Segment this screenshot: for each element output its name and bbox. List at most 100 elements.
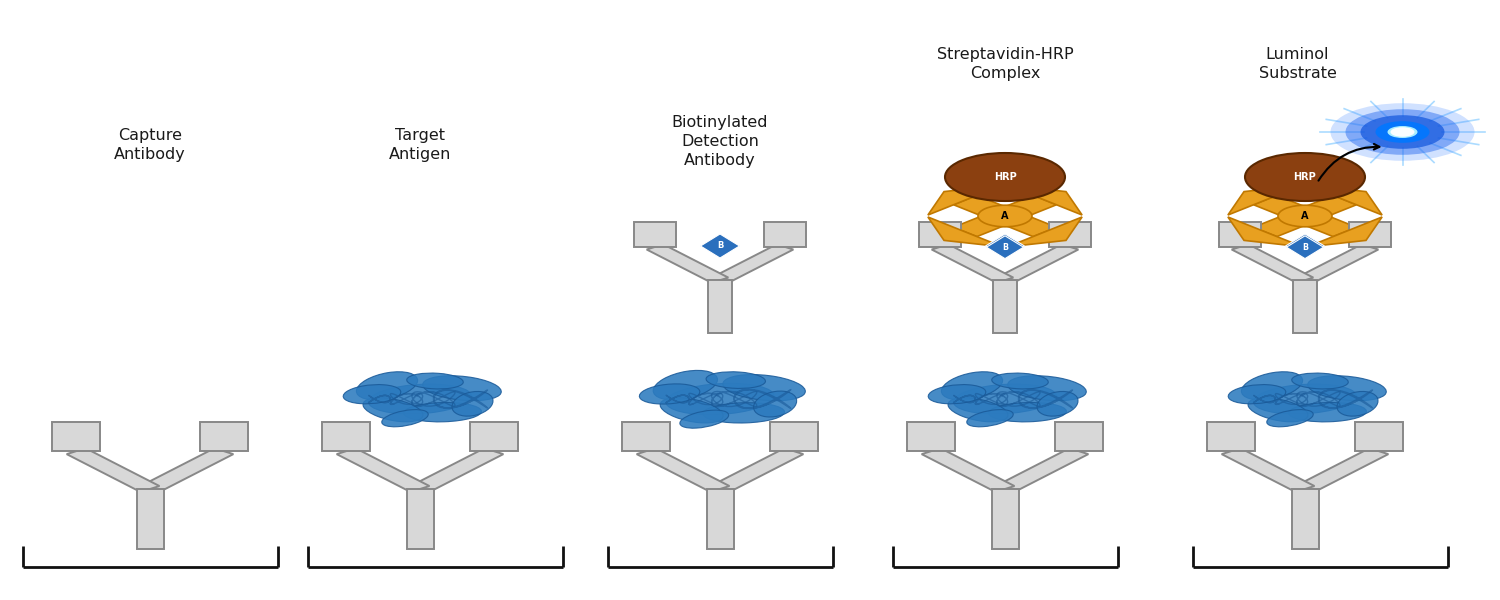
Ellipse shape bbox=[1242, 372, 1302, 400]
Polygon shape bbox=[928, 217, 1002, 247]
Bar bbox=[954, 196, 1056, 236]
Ellipse shape bbox=[369, 384, 471, 414]
Ellipse shape bbox=[1228, 385, 1286, 404]
Ellipse shape bbox=[753, 391, 796, 417]
Ellipse shape bbox=[660, 398, 723, 423]
Ellipse shape bbox=[680, 410, 729, 428]
Ellipse shape bbox=[706, 372, 765, 388]
Bar bbox=[1208, 422, 1255, 451]
Bar bbox=[1254, 196, 1356, 236]
Bar bbox=[200, 422, 248, 451]
Text: B: B bbox=[1302, 241, 1308, 251]
Circle shape bbox=[1245, 153, 1365, 201]
Bar bbox=[1348, 221, 1390, 247]
Bar bbox=[634, 221, 676, 247]
Ellipse shape bbox=[988, 403, 1066, 422]
Bar bbox=[336, 448, 429, 492]
Ellipse shape bbox=[357, 372, 417, 400]
Text: A: A bbox=[1300, 211, 1308, 221]
Ellipse shape bbox=[363, 398, 423, 422]
Text: HRP: HRP bbox=[1293, 172, 1317, 182]
Bar bbox=[622, 422, 670, 451]
Bar bbox=[406, 489, 433, 549]
Circle shape bbox=[1346, 109, 1460, 155]
Circle shape bbox=[945, 153, 1065, 201]
Bar bbox=[992, 489, 1018, 549]
Bar bbox=[470, 422, 518, 451]
Polygon shape bbox=[1008, 217, 1082, 247]
Ellipse shape bbox=[992, 373, 1048, 389]
Circle shape bbox=[978, 205, 1032, 227]
Ellipse shape bbox=[666, 383, 774, 415]
Bar bbox=[1293, 280, 1317, 333]
Polygon shape bbox=[1228, 217, 1302, 247]
Ellipse shape bbox=[1008, 376, 1086, 401]
Circle shape bbox=[1376, 121, 1429, 143]
Bar bbox=[921, 448, 1014, 492]
Polygon shape bbox=[986, 234, 1024, 258]
Polygon shape bbox=[1308, 185, 1382, 215]
Ellipse shape bbox=[452, 391, 494, 416]
Bar bbox=[136, 489, 164, 549]
Bar bbox=[711, 244, 794, 283]
Bar bbox=[53, 422, 100, 451]
Bar bbox=[1354, 422, 1402, 451]
Ellipse shape bbox=[704, 403, 785, 423]
Ellipse shape bbox=[1292, 373, 1348, 389]
Text: Biotinylated
Detection
Antibody: Biotinylated Detection Antibody bbox=[672, 115, 768, 168]
Bar bbox=[66, 448, 159, 492]
Bar bbox=[636, 448, 729, 492]
Ellipse shape bbox=[404, 403, 482, 422]
Bar bbox=[996, 244, 1078, 283]
Bar bbox=[954, 196, 1056, 236]
Ellipse shape bbox=[652, 370, 717, 400]
Ellipse shape bbox=[1308, 376, 1386, 401]
Ellipse shape bbox=[1288, 403, 1366, 422]
Bar bbox=[1054, 422, 1102, 451]
Polygon shape bbox=[1286, 234, 1324, 258]
Circle shape bbox=[1330, 103, 1474, 161]
Bar bbox=[711, 448, 804, 492]
Polygon shape bbox=[1008, 185, 1082, 215]
Ellipse shape bbox=[423, 376, 501, 401]
Bar bbox=[1048, 221, 1090, 247]
Text: B: B bbox=[717, 241, 723, 251]
Bar bbox=[1220, 221, 1262, 247]
Bar bbox=[770, 422, 818, 451]
Text: B: B bbox=[1302, 243, 1308, 252]
Text: Capture
Antibody: Capture Antibody bbox=[114, 128, 186, 162]
Ellipse shape bbox=[948, 398, 1008, 422]
Ellipse shape bbox=[344, 385, 400, 404]
Circle shape bbox=[1388, 126, 1417, 138]
Circle shape bbox=[1390, 127, 1414, 137]
Ellipse shape bbox=[639, 384, 700, 404]
Bar bbox=[1254, 196, 1356, 236]
Bar bbox=[1292, 489, 1318, 549]
Polygon shape bbox=[1228, 185, 1302, 215]
Ellipse shape bbox=[1248, 398, 1308, 422]
Circle shape bbox=[1278, 205, 1332, 227]
Text: HRP: HRP bbox=[993, 172, 1017, 182]
Bar bbox=[708, 280, 732, 333]
Text: B: B bbox=[1002, 241, 1008, 251]
Circle shape bbox=[1360, 115, 1444, 149]
Ellipse shape bbox=[1268, 410, 1312, 427]
Ellipse shape bbox=[723, 374, 806, 401]
Text: Luminol
Substrate: Luminol Substrate bbox=[1258, 47, 1336, 81]
Bar bbox=[411, 448, 504, 492]
Polygon shape bbox=[987, 236, 1023, 259]
Ellipse shape bbox=[406, 373, 463, 389]
Ellipse shape bbox=[954, 384, 1056, 414]
Bar bbox=[646, 244, 729, 283]
Polygon shape bbox=[1308, 217, 1382, 247]
Bar bbox=[322, 422, 370, 451]
Ellipse shape bbox=[968, 410, 1012, 427]
Bar bbox=[1221, 448, 1314, 492]
Bar bbox=[920, 221, 962, 247]
Polygon shape bbox=[1287, 236, 1323, 259]
Bar bbox=[908, 422, 956, 451]
Bar bbox=[996, 448, 1089, 492]
Bar bbox=[993, 280, 1017, 333]
Polygon shape bbox=[700, 234, 740, 258]
Bar bbox=[1296, 244, 1378, 283]
